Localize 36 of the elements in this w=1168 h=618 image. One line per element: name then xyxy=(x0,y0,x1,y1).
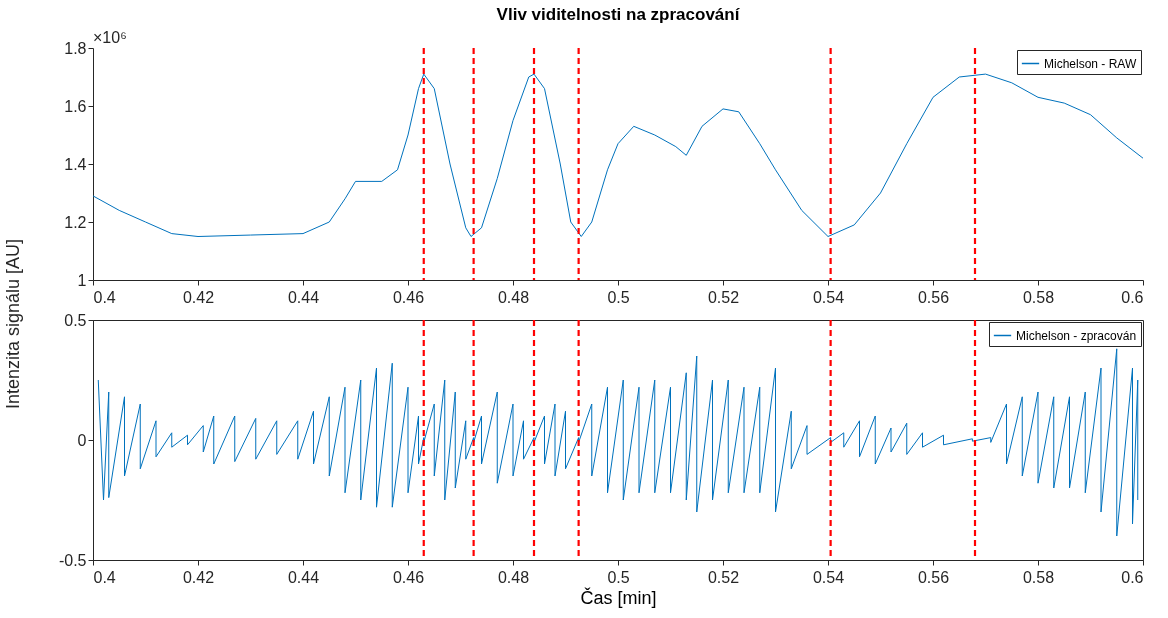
text: ×10⁶ xyxy=(93,29,127,46)
x-tick-label: 0.48 xyxy=(497,288,530,306)
y-tick-label: 1.4 xyxy=(64,155,87,173)
x-tick-label: 0.44 xyxy=(287,568,320,586)
x-tick-label: 0.54 xyxy=(812,288,845,306)
x-tick-label: 0.42 xyxy=(182,288,215,306)
x-tick-label: 0.58 xyxy=(1022,288,1055,306)
x-tick-label: 0.5 xyxy=(607,288,630,306)
chart-title: Vliv viditelnosti na zpracování xyxy=(496,5,741,24)
y-tick-label: -0.5 xyxy=(58,551,87,569)
y-tick-label: 1.6 xyxy=(64,97,87,115)
x-tick-label: 0.42 xyxy=(182,568,215,586)
x-tick-label: 0.46 xyxy=(392,568,425,586)
x-tick-label: 0.6 xyxy=(1121,288,1144,306)
y-tick-label: 0 xyxy=(77,431,87,449)
y-axis-title: Intenzita signálu [AU] xyxy=(3,238,23,410)
x-tick-label: 0.46 xyxy=(392,288,425,306)
x-tick-label: 0.5 xyxy=(607,568,630,586)
x-tick-label: 0.4 xyxy=(93,288,116,306)
x-axis-title: Čas [min] xyxy=(580,586,657,608)
legend-label: Michelson - RAW xyxy=(1044,56,1137,71)
x-tick-label: 0.54 xyxy=(812,568,845,586)
legend-label: Michelson - zpracován xyxy=(1016,328,1137,343)
x-tick-label: 0.52 xyxy=(707,288,740,306)
y-tick-label: 1 xyxy=(77,271,87,289)
y-tick-label: 1.8 xyxy=(64,39,87,57)
x-tick-label: 0.52 xyxy=(707,568,740,586)
y-tick-label: 0.5 xyxy=(64,311,87,329)
x-tick-label: 0.58 xyxy=(1022,568,1055,586)
x-tick-label: 0.56 xyxy=(917,568,950,586)
x-tick-label: 0.6 xyxy=(1121,568,1144,586)
x-tick-label: 0.56 xyxy=(917,288,950,306)
x-tick-label: 0.44 xyxy=(287,288,320,306)
x-tick-label: 0.4 xyxy=(93,568,116,586)
x-tick-label: 0.48 xyxy=(497,568,530,586)
y-tick-label: 1.2 xyxy=(64,213,87,231)
